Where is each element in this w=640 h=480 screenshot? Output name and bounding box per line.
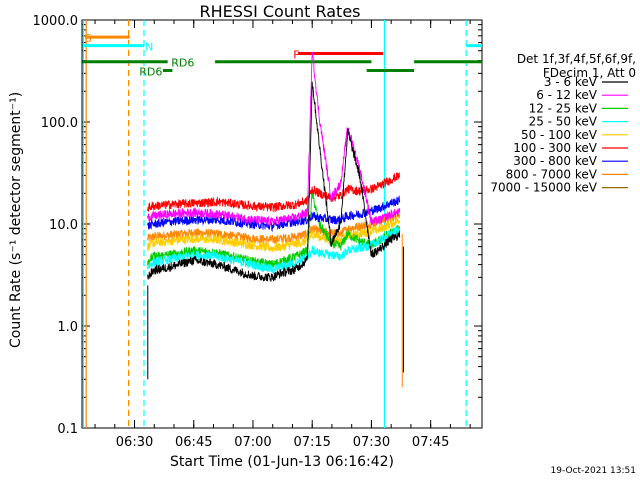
series-line-1: [147, 51, 401, 226]
series-line-7: [147, 211, 401, 245]
series-line-5: [147, 172, 401, 213]
x-tick-label-0: 06:30: [116, 435, 153, 450]
y-axis-label: Count Rate (s⁻¹ detector segment⁻¹): [8, 91, 24, 348]
y-tick-label-4: 1000.0: [33, 14, 79, 29]
x-tick-label-3: 07:15: [293, 435, 330, 450]
flag-label-1: N: [145, 41, 153, 54]
legend-label-7: 800 - 7000 keV: [506, 167, 598, 181]
x-tick-label-1: 06:45: [175, 435, 212, 450]
x-tick-label-2: 07:00: [234, 435, 271, 450]
y-tick-label-3: 100.0: [41, 116, 78, 131]
legend-label-3: 25 - 50 keV: [529, 115, 598, 129]
series-line-3: [147, 226, 401, 274]
legend-label-5: 100 - 300 keV: [513, 141, 597, 155]
x-tick-label-4: 07:30: [353, 435, 390, 450]
series-line-6: [147, 195, 401, 233]
footer-date: 19-Oct-2021 13:51: [550, 466, 636, 476]
flag-label-3: RD6: [171, 57, 194, 70]
flag-label-2: F: [293, 48, 299, 61]
legend-header-line-2: FDecim 1, Att 0: [542, 66, 636, 80]
legend-label-1: 6 - 12 keV: [536, 88, 598, 102]
series-line-4: [147, 217, 401, 252]
legend-label-8: 7000 - 15000 keV: [490, 181, 597, 195]
x-tick-label-5: 07:45: [412, 435, 449, 450]
legend-label-4: 50 - 100 keV: [521, 128, 598, 142]
flag-label-4: RD6: [139, 65, 162, 78]
chart-title: RHESSI Count Rates: [199, 2, 361, 21]
series-line-0: [147, 81, 401, 282]
legend-label-2: 12 - 25 keV: [529, 101, 598, 115]
y-tick-label-0: 0.1: [57, 422, 78, 437]
y-tick-label-1: 1.0: [57, 320, 78, 335]
y-tick-label-2: 10.0: [49, 218, 78, 233]
legend-label-0: 3 - 6 keV: [544, 75, 598, 89]
legend-label-6: 300 - 800 keV: [513, 154, 597, 168]
series-line-2: [147, 191, 401, 269]
flag-label-0: S: [85, 32, 92, 45]
legend-header-line-1: Det 1f,3f,4f,5f,6f,9f,: [516, 52, 636, 66]
x-axis-label: Start Time (01-Jun-13 06:16:42): [170, 454, 394, 470]
